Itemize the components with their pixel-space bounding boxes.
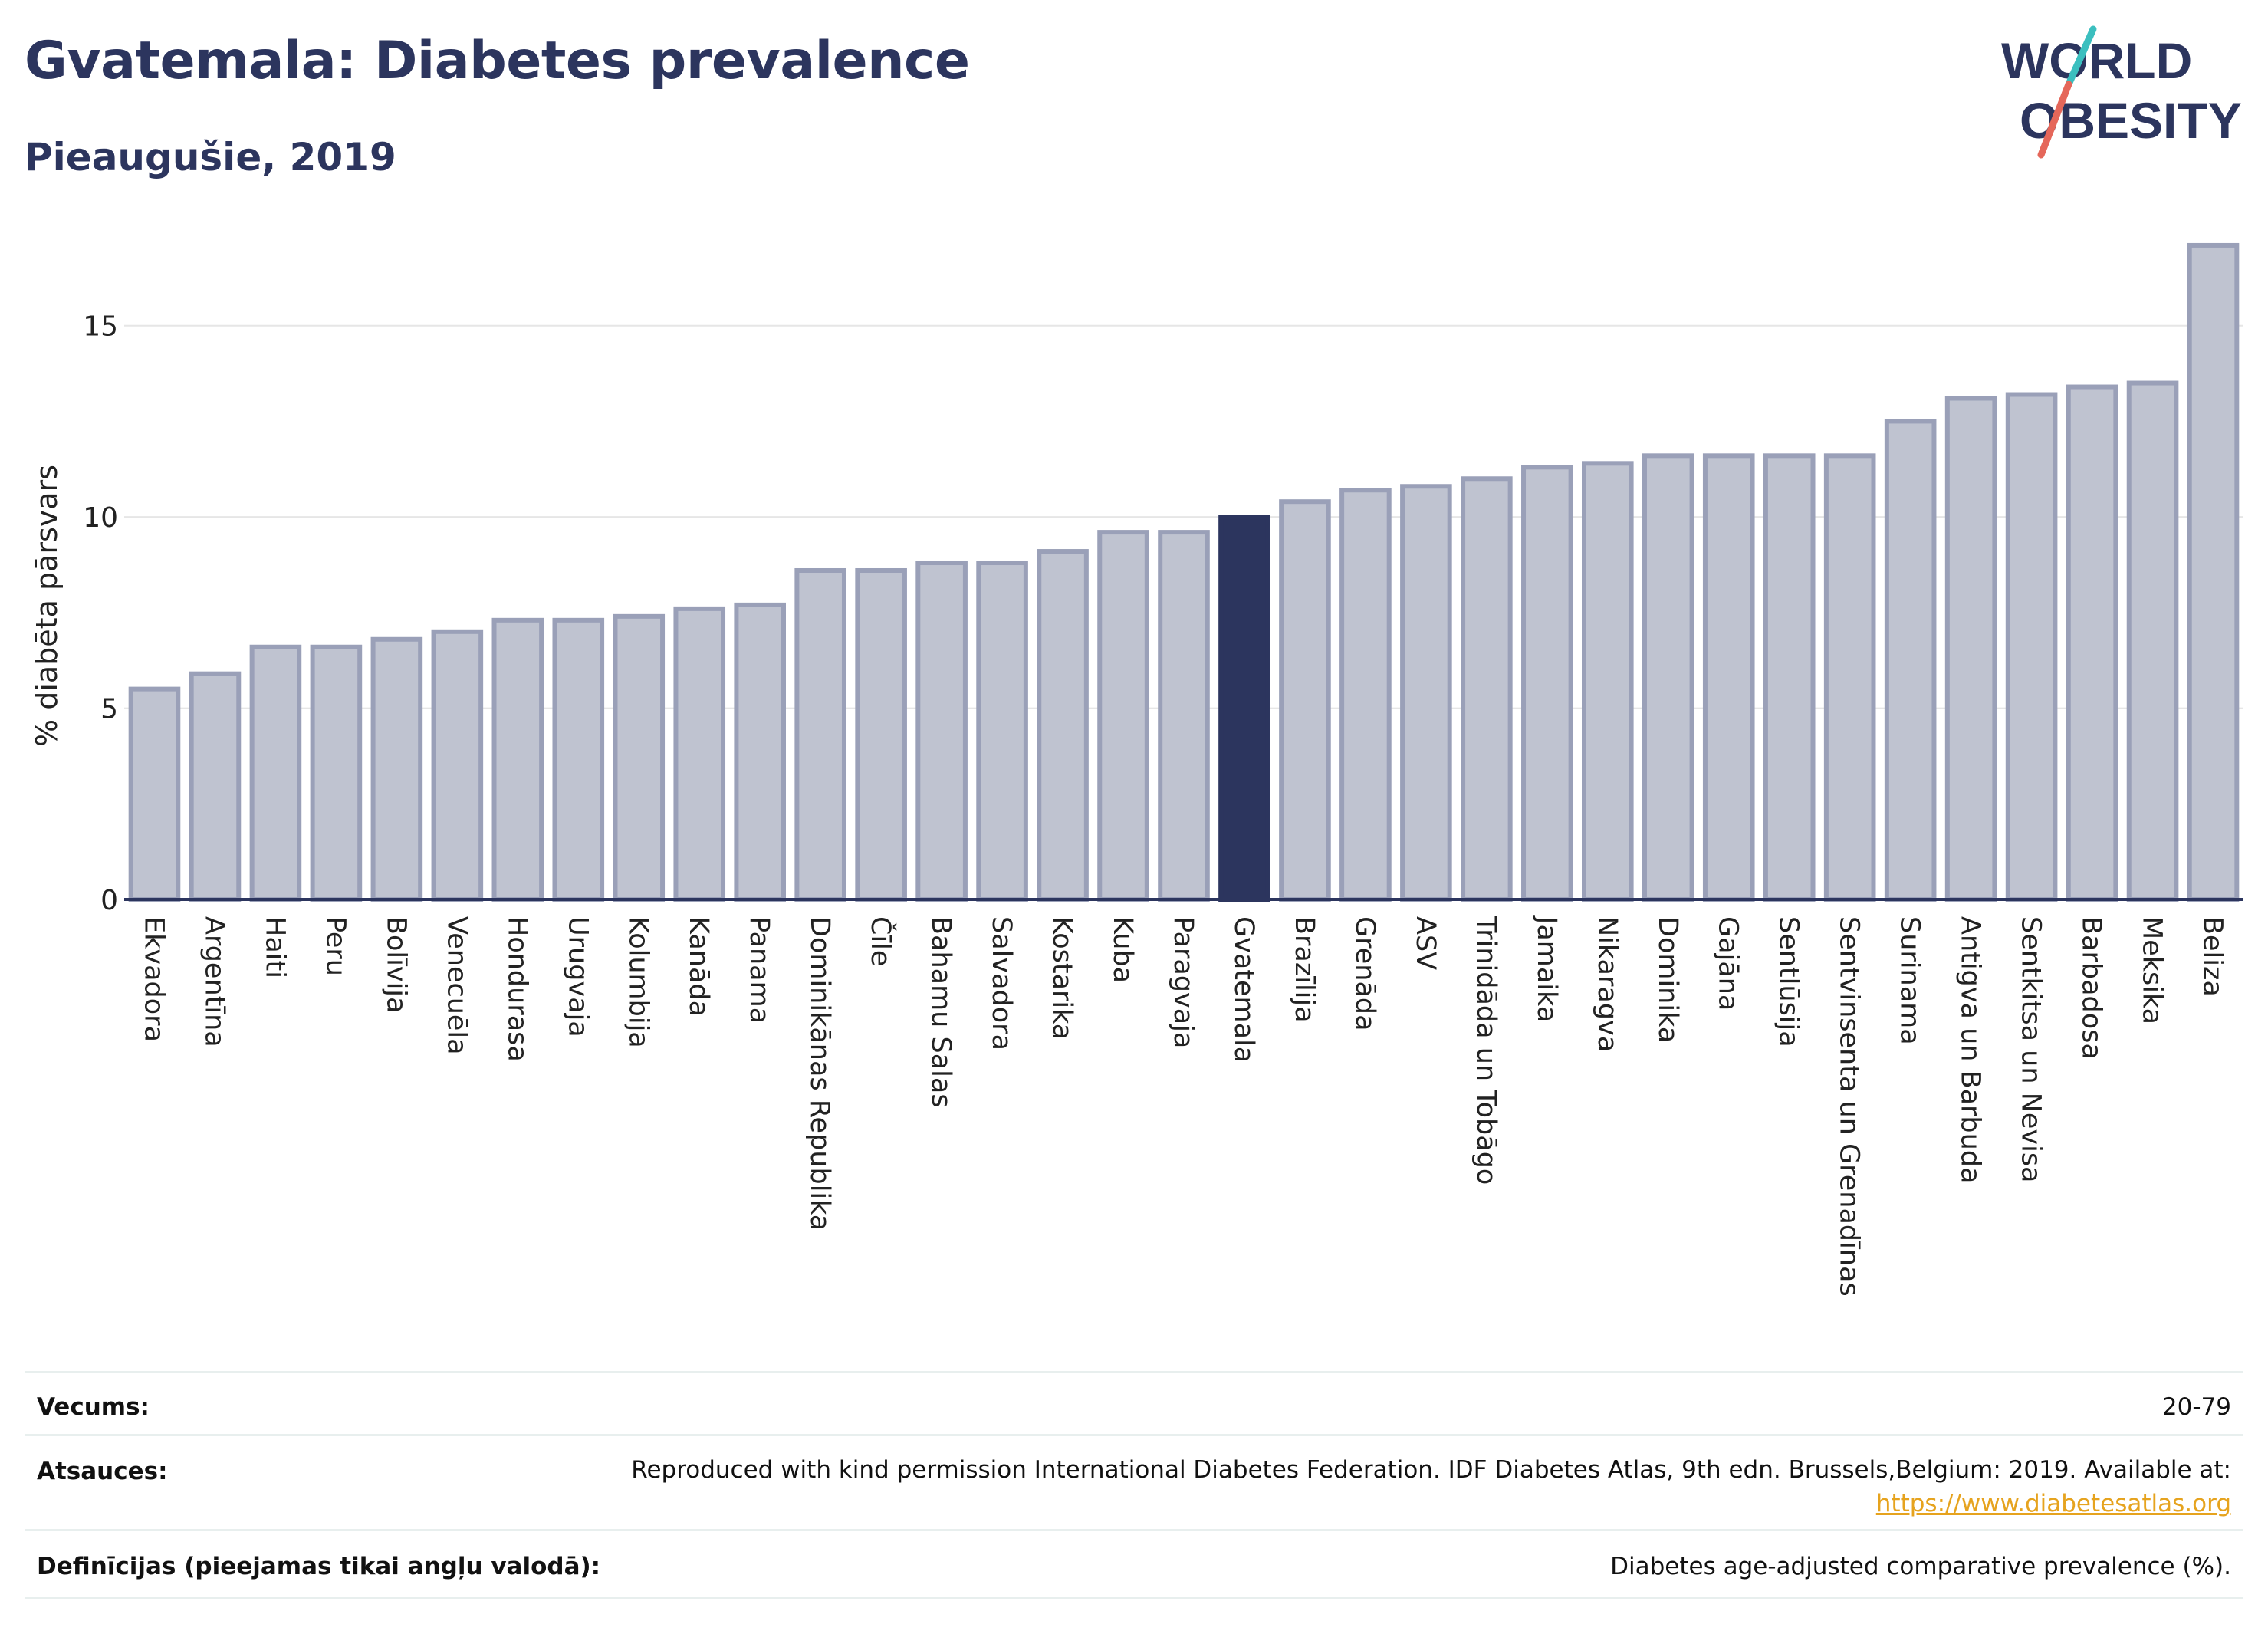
- bar-highlighted: [1218, 515, 1270, 902]
- bar: [189, 671, 242, 902]
- x-tick-label: Sentkitsa un Nevisa: [2016, 916, 2046, 1183]
- bar: [1702, 453, 1755, 902]
- x-tick-label: Kanāda: [683, 916, 714, 1017]
- y-axis-label: % diabēta pārsvars: [30, 465, 64, 747]
- x-tick-label: Grenāda: [1349, 916, 1380, 1031]
- x-tick-label: Salvadora: [986, 916, 1017, 1050]
- x-tick-label: Jamaika: [1531, 915, 1562, 1022]
- bar: [1763, 453, 1816, 902]
- logo-slash-teal: [2065, 25, 2097, 88]
- x-tick-label: Dominikānas Republika: [804, 916, 835, 1231]
- bar: [1642, 453, 1694, 902]
- bar: [2005, 392, 2058, 902]
- x-tick-label: ASV: [1410, 916, 1441, 970]
- x-tick-label: Venecuēla: [441, 916, 472, 1055]
- bar: [976, 561, 1028, 902]
- sources-label: Atsauces:: [37, 1458, 168, 1485]
- x-tick-label: Bahamu Salas: [925, 916, 956, 1108]
- sources-text: Reproduced with kind permission Internat…: [631, 1456, 2231, 1484]
- y-tick-label: 10: [83, 502, 118, 534]
- age-value: 20-79: [2161, 1393, 2231, 1421]
- bar: [431, 629, 484, 902]
- bar: [1400, 484, 1452, 902]
- definitions-value: Diabetes age-adjusted comparative preval…: [1610, 1553, 2231, 1580]
- x-tick-label: Dominika: [1652, 916, 1683, 1043]
- bar: [1279, 499, 1331, 902]
- y-tick-label: 15: [83, 311, 118, 343]
- x-tick-label: Sentlūsija: [1773, 916, 1804, 1047]
- bar: [794, 567, 846, 902]
- page-title: Gvatemala: Diabetes prevalence: [25, 31, 970, 91]
- x-tick-label: Haiti: [259, 916, 290, 978]
- y-tick-label: 0: [100, 885, 118, 916]
- bar: [734, 602, 786, 902]
- x-tick-label: Nikaragva: [1592, 916, 1622, 1052]
- bars: [128, 242, 2240, 902]
- definitions-label: Definīcijas (pieejamas tikai angļu valod…: [37, 1553, 601, 1580]
- meta-row-sources: Atsauces: Reproduced with kind permissio…: [25, 1434, 2243, 1531]
- bar: [2066, 384, 2118, 902]
- x-tick-label: Urugvaja: [562, 916, 593, 1037]
- x-tick-label: Panama: [744, 916, 774, 1024]
- bar: [915, 561, 968, 902]
- x-tick-label: Kolumbija: [623, 916, 653, 1048]
- x-tick-label: Antigva un Barbuda: [1955, 916, 1986, 1183]
- x-tick-label: Čīle: [865, 916, 897, 966]
- bar: [2187, 242, 2240, 902]
- bar: [1037, 549, 1089, 902]
- bar: [1461, 476, 1513, 902]
- bar: [2126, 380, 2179, 902]
- y-tick-label: 5: [100, 694, 118, 725]
- x-tick-label: Sentvinsenta un Grenadīnas: [1834, 916, 1865, 1297]
- sources-link[interactable]: https://www.diabetesatlas.org: [1875, 1490, 2231, 1517]
- x-tick-label: Kostarika: [1047, 916, 1077, 1040]
- x-tick-label: Ekvadora: [138, 916, 169, 1042]
- world-obesity-logo: WORLD OBESITY: [2001, 25, 2242, 159]
- x-tick-label: Trinidāda un Tobāgo: [1471, 916, 1501, 1185]
- meta-row-age: Vecums: 20-79: [25, 1371, 2243, 1436]
- bar: [1884, 419, 1937, 902]
- bar-chart: 0 5 10 15 Ekvadora Argentīna Haiti Peru Bolīvija…: [30, 242, 2243, 1297]
- x-tick-label: Hondurasa: [501, 916, 532, 1062]
- age-label: Vecums:: [37, 1393, 150, 1421]
- sources-value: Reproduced with kind permission Internat…: [631, 1453, 2231, 1521]
- bar: [128, 686, 181, 902]
- bar: [1944, 396, 1997, 902]
- bar: [310, 644, 363, 902]
- x-tick-label: Bolīvija: [380, 916, 411, 1013]
- bar: [673, 606, 726, 902]
- page-subtitle: Pieaugušie, 2019: [25, 135, 396, 179]
- x-tick-label: Meksika: [2137, 916, 2168, 1024]
- x-tick-label: Surinama: [1895, 916, 1925, 1045]
- bar: [1823, 453, 1876, 902]
- bar: [1339, 488, 1392, 902]
- bar: [1582, 461, 1634, 902]
- bar: [1097, 530, 1149, 902]
- bar: [552, 617, 605, 902]
- x-tick-label: Beliza: [2197, 916, 2228, 997]
- bar: [370, 636, 423, 902]
- meta-row-definitions: Definīcijas (pieejamas tikai angļu valod…: [25, 1529, 2243, 1599]
- x-tick-label: Gvatemala: [1228, 916, 1259, 1063]
- bar: [855, 567, 907, 902]
- x-tick-label: Paragvaja: [1168, 916, 1198, 1048]
- bar: [613, 613, 666, 902]
- x-tick-label: Brazīlija: [1289, 916, 1320, 1023]
- bar: [1521, 465, 1573, 902]
- x-tick-label: Barbadosa: [2076, 916, 2107, 1060]
- bar: [249, 644, 302, 902]
- axes: 0 5 10 15 Ekvadora Argentīna Haiti Peru Bolīvija…: [83, 311, 2243, 1297]
- x-tick-label: Gajāna: [1713, 916, 1744, 1011]
- logo-word-1: WORLD: [2001, 32, 2192, 89]
- bar: [1158, 530, 1210, 902]
- x-tick-label: Peru: [320, 916, 350, 976]
- x-tick-label: Kuba: [1107, 916, 1138, 983]
- x-tick-label: Argentīna: [199, 916, 229, 1047]
- bar: [491, 617, 544, 902]
- logo-slash-red: [2037, 81, 2072, 159]
